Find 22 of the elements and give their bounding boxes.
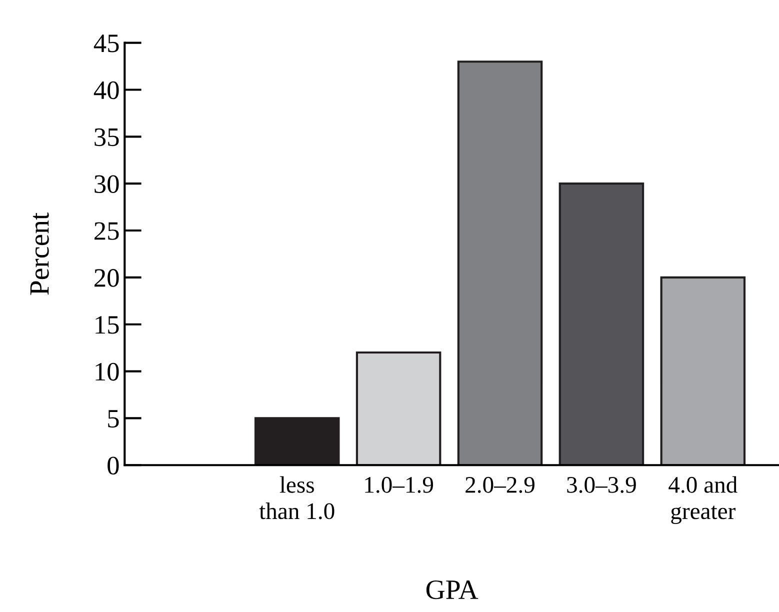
bar: [558, 182, 644, 466]
y-tick-label: 30: [94, 175, 119, 194]
bar: [254, 417, 340, 466]
x-tick-label: less than 1.0: [259, 476, 334, 520]
y-tick-label: 0: [108, 456, 119, 475]
y-tick-label: 25: [94, 222, 119, 240]
bar: [356, 351, 442, 466]
x-axis-title: GPA: [426, 580, 478, 600]
y-tick-label: 10: [96, 362, 119, 381]
y-tick-label: 5: [108, 410, 119, 428]
y-tick-label: 45: [94, 34, 119, 52]
x-tick-label: 1.0–1.9: [365, 476, 434, 493]
y-tick-label: 35: [94, 128, 119, 146]
x-tick-label: 2.0–2.9: [466, 476, 534, 493]
y-tick-label: 15: [96, 316, 119, 334]
x-tick-label: 3.0–3.9: [567, 476, 636, 493]
y-axis-title: Percent: [30, 212, 49, 295]
bar: [457, 60, 543, 466]
bar: [660, 276, 746, 466]
x-tick-label: 4.0 and greater: [668, 476, 738, 524]
y-tick-label: 40: [94, 81, 119, 100]
y-tick-label: 20: [94, 269, 119, 287]
